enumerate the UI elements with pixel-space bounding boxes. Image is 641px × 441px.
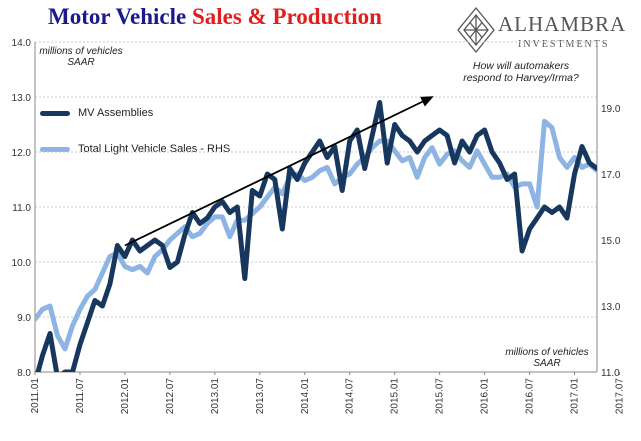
tick-labels: 8.0 9.0 10.0 11.0 12.0 13.0 14.0 11.0 13.0 15.0 17… xyxy=(12,38,626,415)
y-right-tick-15.0: 15.0 xyxy=(601,236,621,247)
chart-title: Motor Vehicle Sales & Production xyxy=(48,4,382,30)
logo-diamond-icon xyxy=(457,6,495,54)
y-left-tick-12.0: 12.0 xyxy=(12,148,32,159)
right-axis-unit-note: millions of vehicles SAAR xyxy=(497,347,597,369)
x-tick-2015.01: 2015.01 xyxy=(390,378,401,415)
x-tick-2014.01: 2014.01 xyxy=(300,378,311,415)
question-annotation: How will automakers respond to Harvey/Ir… xyxy=(446,60,596,84)
x-tick-2013.01: 2013.01 xyxy=(210,378,221,415)
left-unit-line-2: SAAR xyxy=(67,57,95,68)
x-tick-2017.07: 2017.07 xyxy=(614,378,625,415)
y-left-tick-14.0: 14.0 xyxy=(12,38,32,49)
y-right-tick-19.0: 19.0 xyxy=(601,104,621,115)
left-unit-line-1: millions of vehicles xyxy=(39,46,123,57)
axes xyxy=(34,42,620,375)
x-tick-2017.01: 2017.01 xyxy=(570,378,581,415)
x-tick-2013.07: 2013.07 xyxy=(255,378,266,415)
left-axis-unit-note: millions of vehicles SAAR xyxy=(36,46,126,68)
series-line-mv-assemblies xyxy=(35,100,597,372)
x-tick-2015.07: 2015.07 xyxy=(435,378,446,415)
legend-label-mv-assemblies: MV Assemblies xyxy=(78,107,154,119)
question-line-2: respond to Harvey/Irma? xyxy=(463,72,579,84)
logo-text: ALHAMBRA xyxy=(498,12,627,36)
x-tick-2014.07: 2014.07 xyxy=(345,378,356,415)
grid-lines xyxy=(35,41,597,373)
trend-arrow-line xyxy=(124,96,434,247)
legend-swatch-light-vehicle-sales xyxy=(40,146,70,152)
y-right-tick-17.0: 17.0 xyxy=(601,170,621,181)
right-unit-line-2: SAAR xyxy=(533,358,561,369)
x-tick-2012.07: 2012.07 xyxy=(165,378,176,415)
x-tick-2016.07: 2016.07 xyxy=(525,378,536,415)
legend-swatch-mv-assemblies xyxy=(40,110,70,116)
y-right-tick-11.0: 11.0 xyxy=(601,368,620,379)
right-unit-line-1: millions of vehicles xyxy=(505,347,589,358)
alhambra-logo: ALHAMBRA INVESTMENTS xyxy=(456,4,640,64)
title-part-1: Motor Vehicle xyxy=(48,4,192,29)
x-tick-2016.01: 2016.01 xyxy=(480,378,491,415)
x-tick-2012.01: 2012.01 xyxy=(120,378,131,415)
y-left-tick-13.0: 13.0 xyxy=(12,93,32,104)
y-left-tick-11.0: 11.0 xyxy=(12,203,31,214)
x-tick-2011.07: 2011.07 xyxy=(75,378,86,414)
series-lines xyxy=(35,100,597,372)
y-left-tick-8.0: 8.0 xyxy=(17,368,31,379)
series-line-light-vehicle-sales xyxy=(35,118,597,352)
y-left-tick-9.0: 9.0 xyxy=(17,313,31,324)
question-line-1: How will automakers xyxy=(472,60,570,72)
logo-subtext: INVESTMENTS xyxy=(518,39,610,50)
title-part-2: Sales & Production xyxy=(191,4,382,29)
y-left-tick-10.0: 10.0 xyxy=(12,258,32,269)
trend-arrow xyxy=(124,96,434,247)
y-right-tick-13.0: 13.0 xyxy=(601,302,621,313)
legend-item-mv-assemblies: MV Assemblies xyxy=(40,102,230,124)
x-tick-2011.01: 2011.01 xyxy=(30,378,41,414)
